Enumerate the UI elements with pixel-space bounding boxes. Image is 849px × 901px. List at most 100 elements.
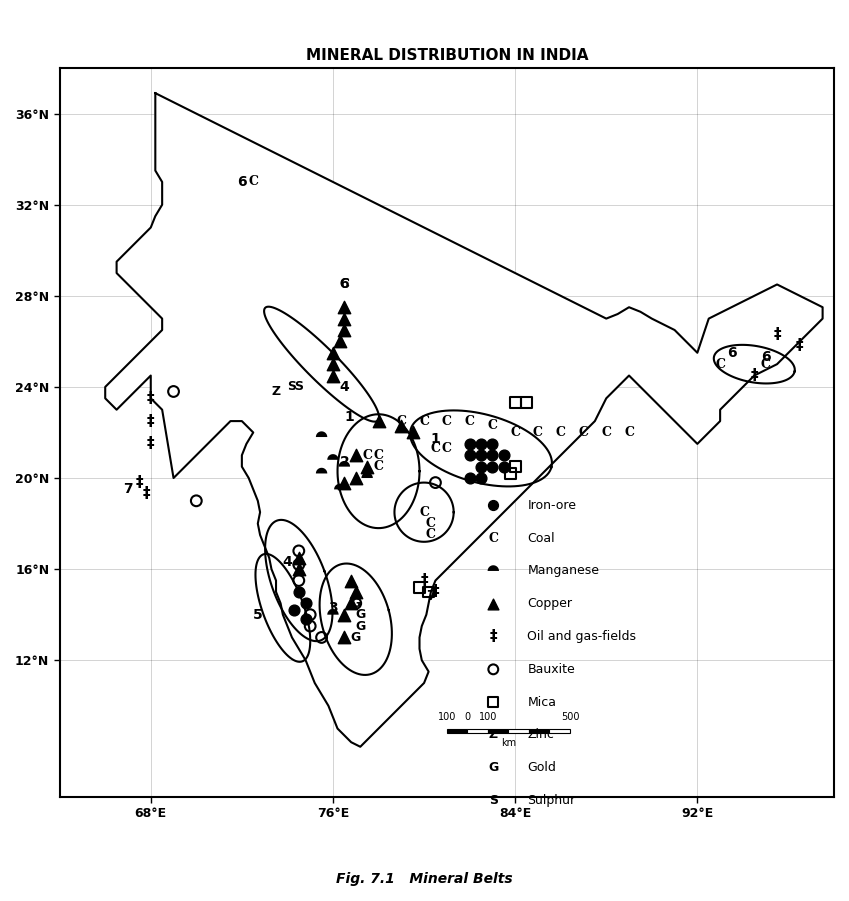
Point [315,630,329,644]
Point [326,357,340,371]
Point [486,437,499,451]
Point [497,460,510,474]
Point [338,476,351,490]
Point [520,396,533,410]
Text: Z: Z [489,728,498,742]
Polygon shape [335,484,346,489]
Text: C: C [761,358,771,370]
Text: 3: 3 [329,601,338,614]
Point [463,448,476,462]
Text: ‡: ‡ [143,487,150,502]
Point [475,448,488,462]
Text: G: G [351,631,361,644]
Polygon shape [487,565,499,571]
Point [349,596,363,611]
Text: C: C [374,449,384,461]
Polygon shape [327,609,339,614]
Point [486,448,499,462]
Text: 1: 1 [344,410,354,423]
Text: Gold: Gold [527,761,556,774]
Point [333,334,346,349]
Point [509,460,522,474]
Point [288,603,301,617]
Text: Bauxite: Bauxite [527,663,576,676]
Text: C: C [441,441,452,455]
Point [326,346,340,360]
Text: G: G [351,596,361,610]
Text: Zinc: Zinc [527,728,554,742]
Point [338,630,351,644]
Text: 7: 7 [426,589,436,604]
Text: ‡: ‡ [420,573,428,588]
Text: C: C [374,460,384,473]
Point [463,437,476,451]
Point [475,471,488,486]
Point [292,562,306,577]
Polygon shape [105,93,823,747]
Point [486,662,500,677]
Text: C: C [578,426,588,439]
Text: G: G [488,761,498,774]
Point [360,460,374,474]
Text: G: G [355,608,365,621]
Text: Manganese: Manganese [527,564,599,578]
Point [349,585,363,599]
Point [338,300,351,314]
Text: C: C [624,426,634,439]
Text: C: C [340,278,349,291]
Text: ‡: ‡ [773,327,781,342]
Text: Coal: Coal [527,532,555,544]
Text: C: C [533,426,543,439]
Text: C: C [426,517,436,530]
Text: Copper: Copper [527,597,572,610]
Text: 2: 2 [340,455,349,469]
Point [299,596,312,611]
Text: C: C [441,414,452,428]
Text: 500: 500 [560,712,579,722]
Text: 0: 0 [464,712,470,722]
Polygon shape [339,461,350,467]
Text: ‡: ‡ [751,368,758,383]
Text: 100: 100 [479,712,497,722]
Text: ‡: ‡ [136,475,143,490]
Point [303,619,317,633]
Text: ‡: ‡ [796,339,804,353]
Point [326,369,340,383]
Point [189,494,203,508]
Text: Oil and gas-fields: Oil and gas-fields [527,630,637,643]
Text: ‡: ‡ [147,391,155,405]
Text: C: C [426,529,436,542]
Point [486,460,499,474]
Bar [529,729,549,733]
Point [299,612,312,626]
Text: S: S [295,380,303,394]
Bar [447,729,467,733]
Polygon shape [362,472,373,478]
Point [292,551,306,565]
Text: ‡: ‡ [147,414,155,429]
Text: Sulphur: Sulphur [527,794,576,807]
Point [372,414,385,428]
Bar [467,729,488,733]
Point [486,498,500,513]
Point [497,448,510,462]
Text: ‡: ‡ [431,585,439,599]
Bar [549,729,570,733]
Point [475,460,488,474]
Text: ‡: ‡ [147,436,155,451]
Text: 4: 4 [340,380,349,394]
Text: 7: 7 [123,482,132,496]
Point [486,596,500,611]
Point [475,437,488,451]
Polygon shape [327,454,339,460]
Text: C: C [396,414,407,428]
Bar [509,729,529,733]
Text: C: C [510,426,520,439]
Bar [488,729,509,733]
Text: C: C [464,414,475,428]
Text: S: S [489,794,498,807]
Point [292,543,306,558]
Point [292,585,306,599]
Point [395,418,408,432]
Text: C: C [419,505,429,519]
